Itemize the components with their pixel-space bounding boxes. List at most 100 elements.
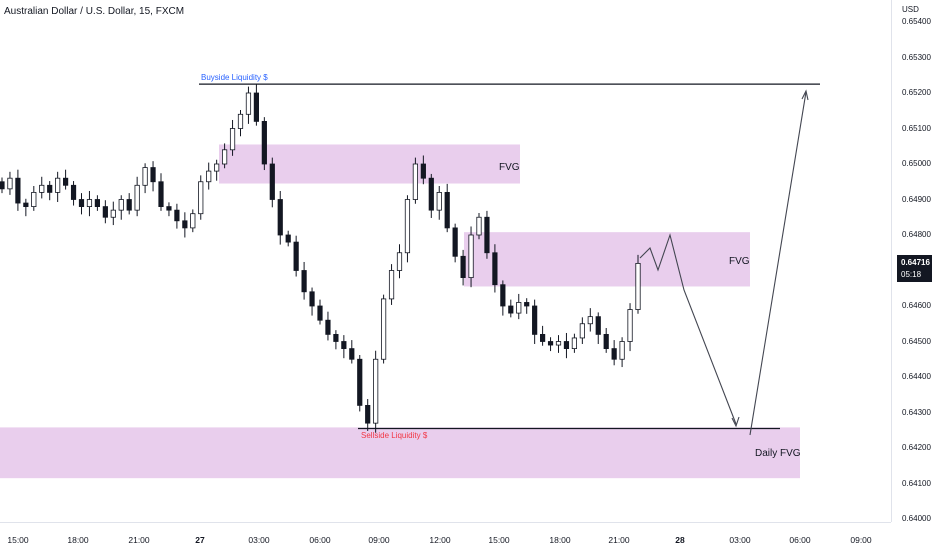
candle-bear xyxy=(333,333,339,342)
price-tick-label: 0.64900 xyxy=(902,194,931,204)
price-tick-label: 0.65000 xyxy=(902,159,931,168)
candle-bull xyxy=(214,163,220,172)
candle-bull xyxy=(476,216,482,236)
price-tick-label: 0.64400 xyxy=(902,372,931,381)
candle-bear xyxy=(0,181,5,190)
candle-bear xyxy=(102,206,108,218)
bar-countdown: 05:18 xyxy=(901,270,922,279)
candle-bull xyxy=(237,113,244,129)
time-tick-label: 27 xyxy=(195,535,205,545)
candle-bear xyxy=(174,209,180,222)
candle-bear xyxy=(317,305,323,321)
candle-bear xyxy=(532,305,538,335)
current-price-tag: 0.64716 05:18 xyxy=(897,255,932,282)
candle-bear xyxy=(63,177,69,186)
fvg-middle-label: FVG xyxy=(729,256,750,267)
time-tick-label: 12:00 xyxy=(429,535,451,545)
candle-bear xyxy=(150,167,156,183)
candle-bear xyxy=(15,177,21,204)
time-tick-label: 09:00 xyxy=(368,535,390,545)
candle-bull xyxy=(142,167,148,186)
time-tick-label: 15:00 xyxy=(488,535,510,545)
candle-bull xyxy=(436,191,442,211)
time-axis[interactable] xyxy=(0,522,891,523)
price-tick-label: 0.65200 xyxy=(902,88,931,97)
time-tick-label: 21:00 xyxy=(128,535,150,545)
candle-bear xyxy=(540,333,546,342)
candle-bull xyxy=(412,163,419,200)
fvg-zone xyxy=(219,144,520,184)
time-tick-label: 28 xyxy=(675,535,685,545)
candle-bull xyxy=(373,358,379,424)
candle-bull xyxy=(86,199,93,207)
candle-bear xyxy=(301,270,307,293)
candle-bull xyxy=(190,213,196,229)
fvg-upper-label: FVG xyxy=(499,162,520,173)
candle-bull xyxy=(39,184,45,193)
candle-bear xyxy=(182,220,188,229)
time-tick-label: 21:00 xyxy=(608,535,630,545)
candle-bear xyxy=(428,177,434,211)
candle-bear xyxy=(166,206,172,211)
buyside-liquidity-label: Buyside Liquidity $ xyxy=(201,73,268,82)
candle-bear xyxy=(603,333,609,349)
candle-bear xyxy=(78,199,85,207)
projection-path-down[interactable] xyxy=(639,233,737,425)
arrow-head-down-icon[interactable] xyxy=(731,416,740,428)
price-axis[interactable] xyxy=(891,0,892,522)
candle-bear xyxy=(261,121,267,165)
price-tick-label: 0.64100 xyxy=(902,478,931,488)
candle-bear xyxy=(23,202,29,208)
candle-bear xyxy=(420,163,426,179)
arrow-head-up-icon[interactable] xyxy=(801,89,809,101)
candle-bear xyxy=(341,341,347,349)
time-tick-label: 06:00 xyxy=(309,535,331,545)
daily-fvg-zone xyxy=(0,427,800,479)
projection-path-up[interactable] xyxy=(749,91,807,436)
candle-bull xyxy=(198,181,204,215)
candle-bear xyxy=(349,348,355,360)
symbol-title[interactable]: Australian Dollar / U.S. Dollar, 15, FXC… xyxy=(4,6,185,17)
time-tick-label: 03:00 xyxy=(729,535,751,545)
time-tick-label: 09:00 xyxy=(850,535,872,545)
candle-bull xyxy=(110,209,116,218)
candle-bull xyxy=(571,337,578,350)
candle-bear xyxy=(158,181,164,208)
candle-bear xyxy=(444,191,450,229)
daily-fvg-label: Daily FVG xyxy=(755,448,801,459)
candle-bear xyxy=(452,227,458,257)
candle-bear xyxy=(563,341,570,349)
price-tick-label: 0.65300 xyxy=(902,52,931,62)
candle-bear xyxy=(508,305,514,314)
price-tick-label: 0.65400 xyxy=(902,17,931,26)
candle-bull xyxy=(404,199,411,254)
candle-bear xyxy=(460,255,466,278)
time-tick-label: 03:00 xyxy=(248,535,270,545)
price-tick-label: 0.64300 xyxy=(902,407,931,417)
currency-label: USD xyxy=(902,5,919,14)
candle-bull xyxy=(7,177,13,190)
candle-bull xyxy=(380,298,387,360)
price-tick-label: 0.64600 xyxy=(902,301,931,310)
candle-bull xyxy=(134,184,140,211)
candle-bull xyxy=(619,341,625,360)
price-tick-label: 0.65100 xyxy=(902,123,931,133)
candle-bear xyxy=(547,341,554,346)
candle-bull xyxy=(245,92,252,115)
candle-bull xyxy=(468,234,474,278)
candle-bull xyxy=(229,128,236,151)
candle-bear xyxy=(500,284,506,307)
candle-bull xyxy=(587,316,593,325)
time-tick-label: 18:00 xyxy=(549,535,571,545)
candle-bear xyxy=(524,302,530,307)
candle-bear xyxy=(325,319,331,335)
sellside-liquidity-label: Sellside Liquidity $ xyxy=(361,431,428,440)
current-price: 0.64716 xyxy=(901,258,930,267)
fvg-zone xyxy=(464,232,750,287)
time-tick-label: 06:00 xyxy=(789,535,811,545)
price-tick-label: 0.64200 xyxy=(902,443,931,452)
candle-bull xyxy=(388,270,395,300)
candle-bull xyxy=(221,149,228,165)
